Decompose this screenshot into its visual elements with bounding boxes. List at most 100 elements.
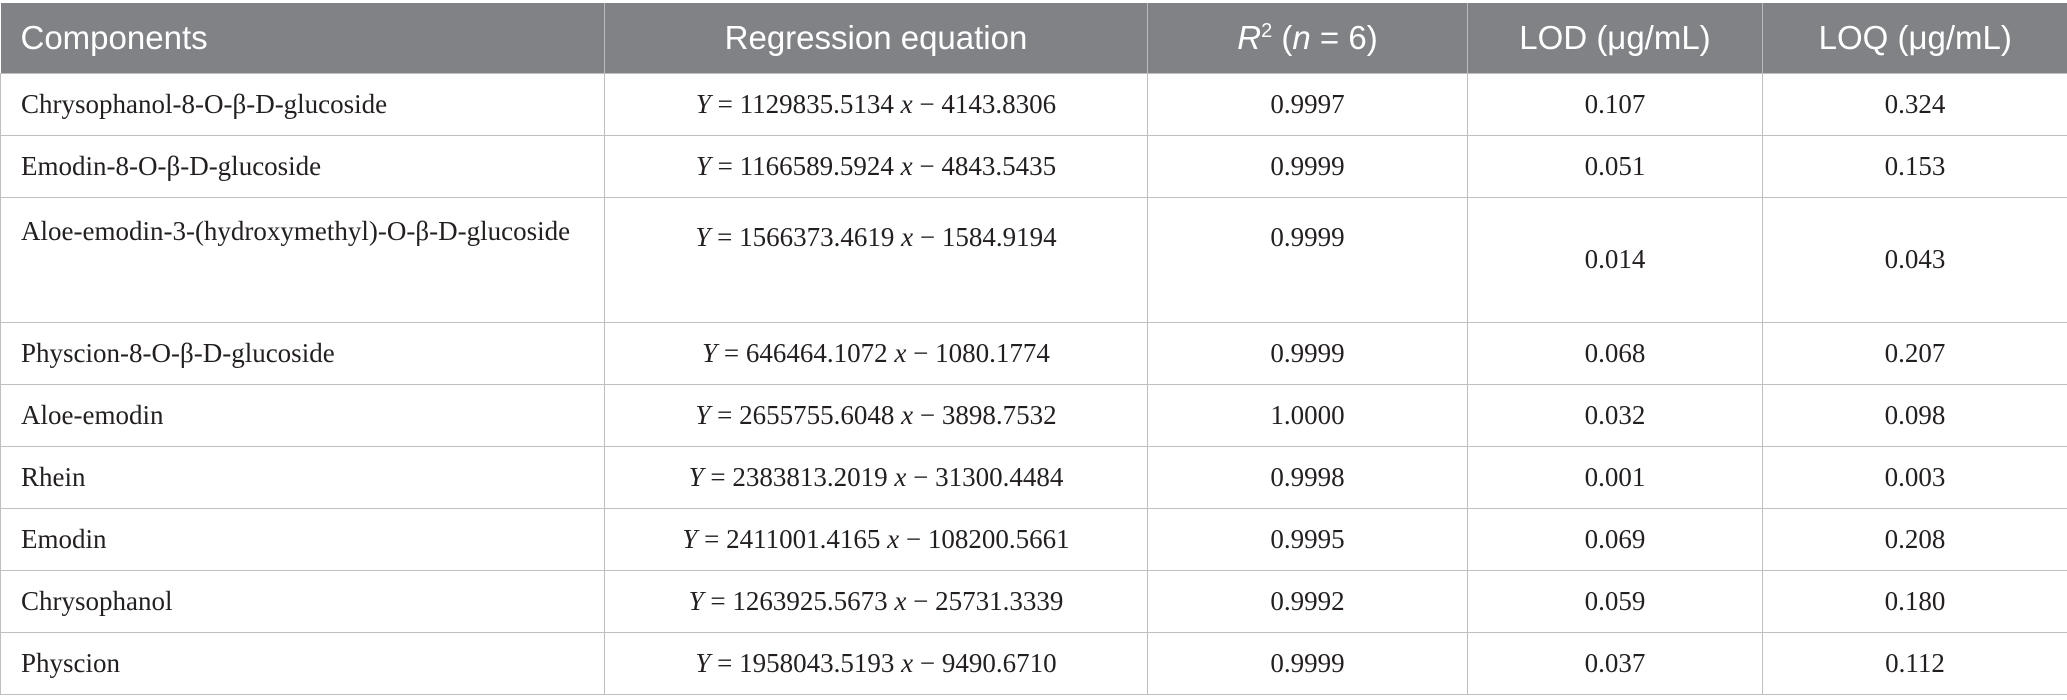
table-body: Chrysophanol-8-O-β-D-glucoside Y = 11298… (0, 72, 2067, 695)
table-row: Physcion Y = 1958043.5193 x − 9490.6710 … (0, 631, 2067, 695)
loq-cell: 0.098 (1762, 383, 2067, 446)
equation-y: Y (695, 150, 711, 181)
equation-cell: Y = 1129835.5134 x − 4143.8306 (604, 72, 1148, 135)
equation-cell: Y = 1263925.5673 x − 25731.3339 (604, 569, 1148, 632)
equation-cell: Y = 1566373.4619 x − 1584.9194 (604, 196, 1148, 322)
equation-x: x (894, 337, 907, 368)
table-row: Chrysophanol-8-O-β-D-glucoside Y = 11298… (0, 72, 2067, 135)
header-r2-n: n (1292, 18, 1311, 56)
equation-x: x (900, 88, 913, 119)
lod-cell: 0.068 (1467, 321, 1763, 384)
equation-intercept: − 4143.8306 (912, 88, 1057, 119)
equation-cell: Y = 646464.1072 x − 1080.1774 (604, 321, 1148, 384)
component-cell: Physcion (0, 631, 605, 695)
loq-cell: 0.207 (1762, 321, 2067, 384)
lod-cell: 0.001 (1467, 445, 1763, 508)
component-cell: Aloe-emodin-3-(hydroxymethyl)-O-β-D-gluc… (0, 196, 605, 322)
r2-cell: 0.9999 (1147, 321, 1468, 384)
loq-cell: 0.112 (1762, 631, 2067, 695)
lod-cell: 0.107 (1467, 72, 1763, 135)
equation-slope: = 2655755.6048 (710, 399, 902, 430)
header-loq: LOQ (μg/mL) (1762, 3, 2067, 73)
equation-slope: = 2383813.2019 (703, 461, 895, 492)
table-row: Emodin Y = 2411001.4165 x − 108200.5661 … (0, 507, 2067, 570)
equation-cell: Y = 1166589.5924 x − 4843.5435 (604, 134, 1148, 197)
equation-slope: = 1166589.5924 (710, 150, 901, 181)
equation-slope: = 646464.1072 (717, 337, 895, 368)
table-row: Aloe-emodin Y = 2655755.6048 x − 3898.75… (0, 383, 2067, 446)
component-cell: Physcion-8-O-β-D-glucoside (0, 321, 605, 384)
r2-cell: 0.9992 (1147, 569, 1468, 632)
equation-cell: Y = 2411001.4165 x − 108200.5661 (604, 507, 1148, 570)
lod-cell: 0.069 (1467, 507, 1763, 570)
equation-intercept: − 108200.5661 (899, 523, 1070, 554)
loq-cell: 0.324 (1762, 72, 2067, 135)
header-row: Components Regression equation R2 (n = 6… (0, 3, 2067, 73)
table-row: Chrysophanol Y = 1263925.5673 x − 25731.… (0, 569, 2067, 632)
loq-cell: 0.003 (1762, 445, 2067, 508)
equation-slope: = 1263925.5673 (703, 585, 895, 616)
loq-cell: 0.180 (1762, 569, 2067, 632)
equation-x: x (901, 399, 914, 430)
table-row: Emodin-8-O-β-D-glucoside Y = 1166589.592… (0, 134, 2067, 197)
equation-intercept: − 25731.3339 (906, 585, 1064, 616)
equation-y: Y (688, 585, 704, 616)
equation-y: Y (688, 461, 704, 492)
header-r-squared: R2 (n = 6) (1147, 3, 1468, 73)
lod-cell: 0.059 (1467, 569, 1763, 632)
equation-intercept: − 31300.4484 (906, 461, 1064, 492)
header-r2-base: R (1237, 18, 1262, 56)
equation-slope: = 1129835.5134 (710, 88, 901, 119)
equation-intercept: − 1080.1774 (906, 337, 1050, 368)
loq-cell: 0.043 (1762, 196, 2067, 322)
component-cell: Emodin (0, 507, 605, 570)
equation-x: x (901, 221, 914, 252)
header-regression-equation: Regression equation (604, 3, 1148, 73)
table-row: Aloe-emodin-3-(hydroxymethyl)-O-β-D-gluc… (0, 196, 2067, 322)
component-cell: Chrysophanol-8-O-β-D-glucoside (0, 72, 605, 135)
equation-y: Y (695, 88, 711, 119)
equation-y: Y (695, 399, 711, 430)
header-components: Components (20, 18, 208, 56)
r2-cell: 0.9999 (1147, 134, 1468, 197)
equation-x: x (894, 585, 907, 616)
equation-x: x (887, 523, 900, 554)
table-row: Physcion-8-O-β-D-glucoside Y = 646464.10… (0, 321, 2067, 384)
header-lod: LOD (μg/mL) (1467, 3, 1763, 73)
equation-y: Y (695, 647, 711, 678)
regression-table: Components Regression equation R2 (n = 6… (0, 3, 2067, 695)
lod-cell: 0.032 (1467, 383, 1763, 446)
header-r2-sup: 2 (1261, 19, 1273, 42)
r2-cell: 0.9999 (1147, 631, 1468, 695)
component-cell: Chrysophanol (0, 569, 605, 632)
equation-x: x (900, 150, 913, 181)
table-row: Rhein Y = 2383813.2019 x − 31300.4484 0.… (0, 445, 2067, 508)
equation-slope: = 1566373.4619 (710, 221, 902, 252)
equation-cell: Y = 2383813.2019 x − 31300.4484 (604, 445, 1148, 508)
lod-cell: 0.037 (1467, 631, 1763, 695)
equation-y: Y (702, 337, 718, 368)
loq-cell: 0.208 (1762, 507, 2067, 570)
header-r2-open: ( (1272, 18, 1293, 56)
lod-cell: 0.051 (1467, 134, 1763, 197)
component-cell: Aloe-emodin (0, 383, 605, 446)
r2-cell: 0.9997 (1147, 72, 1468, 135)
header-r2-close: = 6) (1310, 18, 1378, 56)
loq-cell: 0.153 (1762, 134, 2067, 197)
equation-y: Y (682, 523, 698, 554)
r2-cell: 0.9999 (1147, 196, 1468, 322)
component-cell: Rhein (0, 445, 605, 508)
lod-cell: 0.014 (1467, 196, 1763, 322)
equation-x: x (894, 461, 907, 492)
r2-cell: 1.0000 (1147, 383, 1468, 446)
r2-cell: 0.9995 (1147, 507, 1468, 570)
equation-x: x (901, 647, 914, 678)
equation-intercept: − 3898.7532 (913, 399, 1057, 430)
equation-intercept: − 4843.5435 (912, 150, 1057, 181)
equation-cell: Y = 2655755.6048 x − 3898.7532 (604, 383, 1148, 446)
component-cell: Emodin-8-O-β-D-glucoside (0, 134, 605, 197)
table-header: Components Regression equation R2 (n = 6… (0, 3, 2067, 73)
equation-intercept: − 9490.6710 (913, 647, 1057, 678)
r2-cell: 0.9998 (1147, 445, 1468, 508)
equation-y: Y (695, 221, 711, 252)
